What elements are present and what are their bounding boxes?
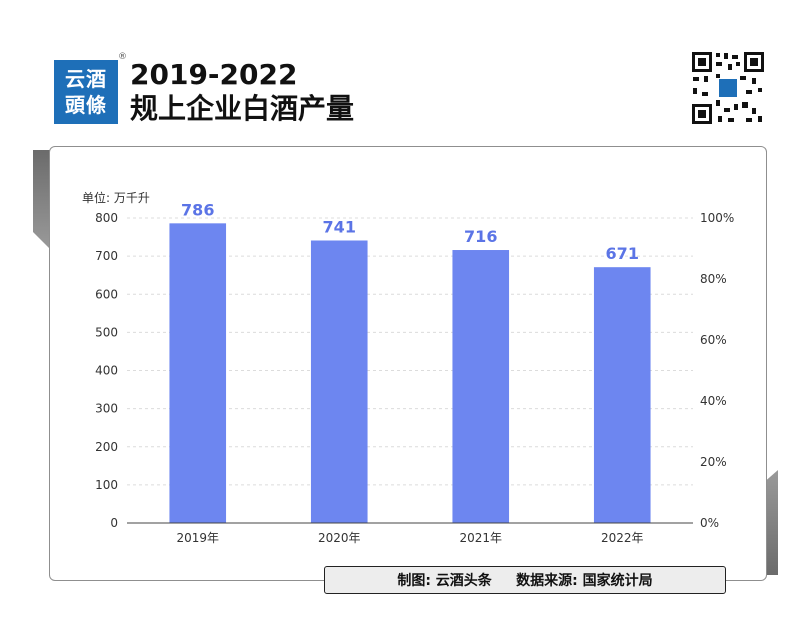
logo-line1: 云酒 (65, 67, 107, 91)
data-label: 716 (464, 227, 497, 246)
y-axis-ticks: 0 100 200 300 400 500 600 700 800 (95, 211, 118, 530)
title-line2: 规上企业白酒产量 (130, 92, 355, 125)
y2-tick-label: 100% (700, 211, 734, 225)
bars (169, 223, 651, 523)
decor-bar-left (33, 150, 51, 250)
unit-label: 单位: 万千升 (82, 190, 150, 205)
y-tick-label: 800 (95, 211, 118, 225)
registered-mark: ® (118, 52, 127, 62)
y-tick-label: 700 (95, 249, 118, 263)
qr-code-icon (690, 50, 766, 126)
data-label: 741 (323, 217, 356, 236)
bar-2021年 (452, 250, 510, 523)
y-tick-label: 200 (95, 440, 118, 454)
y-tick-label: 100 (95, 478, 118, 492)
y2-tick-label: 40% (700, 394, 727, 408)
data-label: 786 (181, 200, 214, 219)
x-tick-label: 2020年 (318, 531, 361, 545)
data-label: 671 (606, 244, 639, 263)
y2-axis-ticks: 0% 20% 40% 60% 80% 100% (700, 211, 734, 530)
y-tick-label: 500 (95, 325, 118, 339)
x-tick-label: 2021年 (459, 531, 502, 545)
x-tick-label: 2022年 (601, 531, 644, 545)
x-tick-label: 2019年 (176, 531, 219, 545)
y-tick-label: 0 (110, 516, 118, 530)
title-line1: 2019-2022 (130, 58, 298, 91)
page-title: 2019-2022 规上企业白酒产量 (130, 58, 354, 126)
source-footer: 制图: 云酒头条 数据来源: 国家统计局 (324, 566, 726, 594)
x-axis-ticks: 2019年 2020年 2021年 2022年 (176, 531, 643, 545)
logo-line2: 頭條 (65, 93, 107, 117)
y-tick-label: 300 (95, 402, 118, 416)
y2-tick-label: 80% (700, 272, 727, 286)
value-labels: 786 741 716 671 (181, 200, 639, 263)
yunjiu-logo: 云酒 頭條 (54, 60, 118, 124)
bar-2020年 (310, 240, 368, 523)
decor-bar-right (766, 470, 778, 575)
y2-tick-label: 20% (700, 455, 727, 469)
y2-tick-label: 0% (700, 516, 719, 530)
grid-lines (127, 217, 693, 486)
bar-2019年 (169, 223, 227, 523)
bar-2022年 (593, 267, 651, 523)
y-tick-label: 600 (95, 287, 118, 301)
y2-tick-label: 60% (700, 333, 727, 347)
y-tick-label: 400 (95, 364, 118, 378)
